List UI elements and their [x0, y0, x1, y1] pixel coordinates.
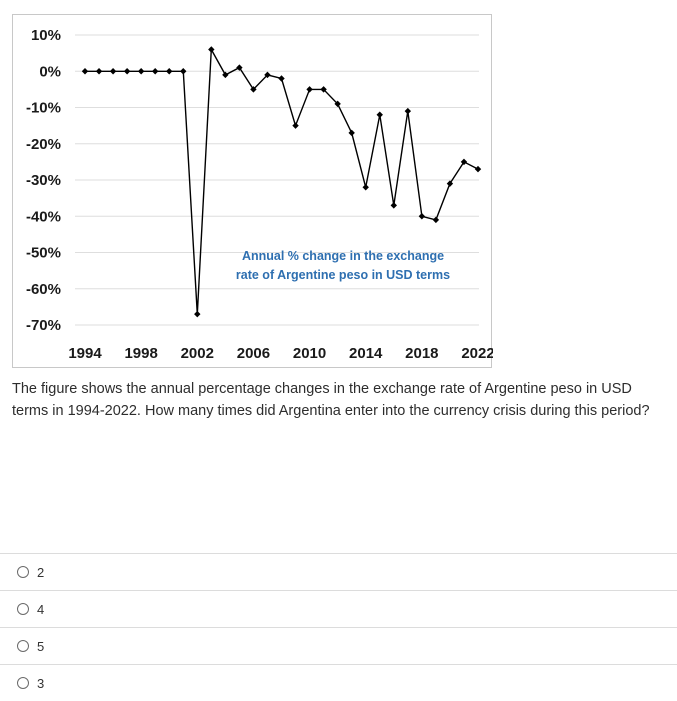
option-1[interactable]: 2 [0, 553, 677, 590]
x-tick-label: 2014 [349, 345, 383, 362]
data-point [474, 165, 482, 173]
data-point [137, 68, 145, 75]
data-point [390, 202, 397, 209]
data-point [362, 184, 369, 191]
y-tick-label: -10% [26, 100, 61, 117]
data-point [166, 68, 173, 75]
chart-svg: 10%0%-10%-20%-30%-40%-50%-60%-70% 1994 19… [26, 27, 493, 362]
data-point [180, 68, 187, 75]
y-tick-label: -50% [26, 245, 61, 262]
data-point [278, 75, 285, 82]
data-point [250, 86, 257, 93]
option-label: 5 [37, 638, 45, 654]
annotation-line-2: rate of Argentine peso in USD terms [236, 268, 450, 282]
data-point [376, 111, 383, 118]
data-point [109, 68, 117, 75]
y-tick-label: -20% [26, 136, 61, 153]
data-point [334, 100, 341, 108]
option-3[interactable]: 5 [0, 627, 677, 664]
x-tick-label: 2018 [405, 345, 438, 362]
option-label: 4 [37, 601, 45, 617]
data-point [81, 68, 89, 75]
data-point [446, 180, 454, 187]
y-axis-ticks: 10% 0% -10% -20% -30% -40% -50% -60% -70% [26, 27, 61, 334]
exchange-rate-chart: 10% 0% -10% -20% -30% -40% -50% -60% -70% 1994 19… [12, 14, 493, 368]
option-2[interactable]: 4 [0, 590, 677, 627]
x-tick-label: 2022 [461, 345, 493, 362]
option-4[interactable]: 3 [0, 664, 677, 701]
data-point [222, 71, 229, 79]
data-point [151, 68, 159, 75]
data-point [320, 86, 327, 93]
x-axis-ticks: 1994 1998 2002 2006 2010 2014 2018 2022 [68, 345, 493, 362]
x-tick-label: 2010 [293, 345, 326, 362]
radio-button[interactable] [17, 640, 29, 652]
data-point [95, 68, 103, 75]
annotation-line-1: Annual % change in the exchange [242, 249, 444, 263]
option-label: 2 [37, 564, 45, 580]
radio-button[interactable] [17, 603, 29, 615]
y-tick-label: 0% [39, 63, 61, 80]
y-tick-label: -40% [26, 208, 61, 225]
question-text: The figure shows the annual percentage c… [12, 381, 650, 419]
data-point [432, 216, 440, 224]
data-point [292, 122, 299, 129]
radio-button[interactable] [17, 566, 29, 578]
y-tick-label: 10% [31, 27, 61, 44]
data-point [306, 86, 313, 93]
y-tick-label: -60% [26, 281, 61, 298]
x-tick-label: 2006 [237, 345, 270, 362]
data-point [208, 46, 215, 53]
x-tick-label: 1994 [68, 345, 102, 362]
y-tick-label: -70% [26, 317, 61, 334]
data-point [460, 158, 468, 166]
data-point [418, 213, 426, 220]
y-tick-label: -30% [26, 172, 61, 189]
data-point [404, 107, 412, 115]
x-tick-label: 1998 [124, 345, 157, 362]
data-point [194, 310, 201, 318]
answer-options: 2 4 5 3 [0, 553, 677, 701]
x-tick-label: 2002 [181, 345, 214, 362]
series-layer [81, 46, 482, 318]
option-label: 3 [37, 675, 45, 691]
data-point [264, 71, 271, 79]
data-point [123, 68, 131, 75]
data-point [236, 64, 243, 71]
radio-button[interactable] [17, 677, 29, 689]
data-point [348, 129, 355, 137]
